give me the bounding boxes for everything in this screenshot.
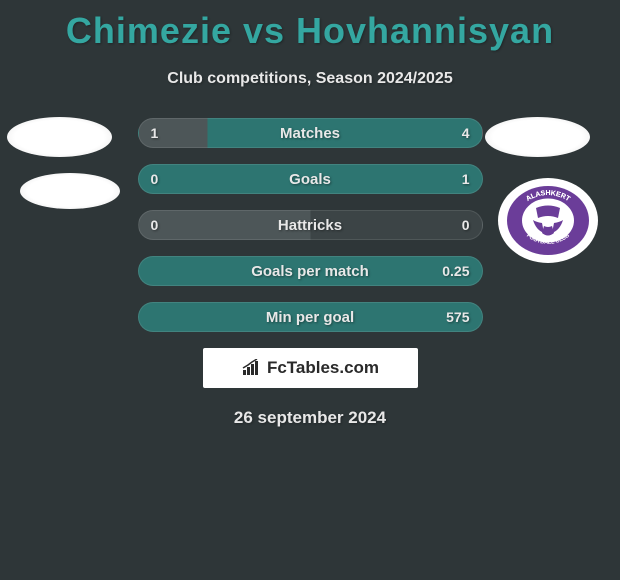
stat-bar: Goals per match0.25	[138, 256, 483, 286]
stat-left-value: 0	[151, 217, 159, 233]
player2-avatar-placeholder	[485, 117, 590, 157]
stat-right-value: 1	[462, 171, 470, 187]
stat-right-value: 0	[462, 217, 470, 233]
date: 26 september 2024	[0, 408, 620, 428]
stat-bar: 1Matches4	[138, 118, 483, 148]
club2-badge: ALASHKERT ALASHKERT FOOTBALL CLUB	[498, 178, 598, 263]
stat-right-value: 4	[462, 125, 470, 141]
club1-badge-placeholder	[20, 173, 120, 209]
stat-bar: 0Hattricks0	[138, 210, 483, 240]
page-title: Chimezie vs Hovhannisyan	[0, 0, 620, 52]
stat-label: Matches	[139, 125, 482, 142]
stats-container: 1Matches40Goals10Hattricks0Goals per mat…	[138, 118, 483, 332]
chart-icon	[241, 359, 261, 377]
stat-left-value: 1	[151, 125, 159, 141]
stat-label: Goals per match	[139, 263, 482, 280]
subtitle: Club competitions, Season 2024/2025	[0, 70, 620, 88]
stat-right-value: 0.25	[442, 263, 469, 279]
stat-label: Min per goal	[139, 309, 482, 326]
watermark-text: FcTables.com	[267, 358, 379, 378]
stat-right-value: 575	[446, 309, 469, 325]
stat-label: Goals	[139, 171, 482, 188]
watermark: FcTables.com	[203, 348, 418, 388]
stat-bar: Min per goal575	[138, 302, 483, 332]
stat-label: Hattricks	[139, 217, 482, 234]
player1-avatar-placeholder	[7, 117, 112, 157]
stat-left-value: 0	[151, 171, 159, 187]
stat-bar: 0Goals1	[138, 164, 483, 194]
